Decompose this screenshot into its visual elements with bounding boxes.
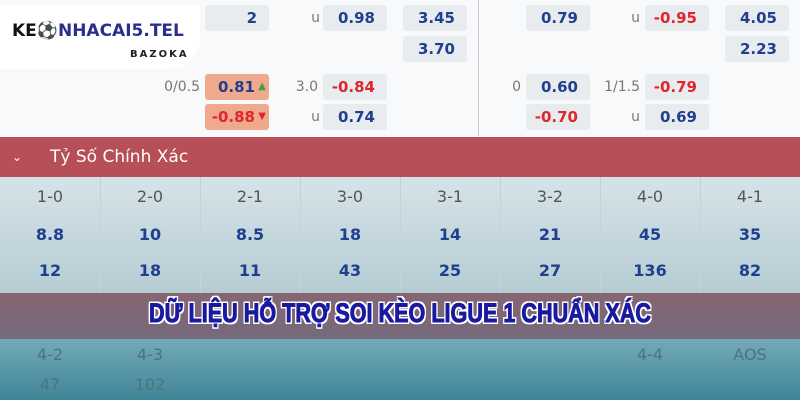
column-divider [700, 177, 701, 293]
odds-cell[interactable]: -0.95 [645, 5, 709, 31]
correct-score-grid-2: 4-2 4-3 4-4 AOS 47 102 [0, 339, 800, 400]
odds-label: u [311, 10, 320, 26]
odds-label: u [311, 109, 320, 125]
score-header: 4-3 [136, 345, 164, 364]
odds-panel: 2 u 0.98 3.45 3.70 0/0.5 0.81 ▲ 3.0 -0.84… [0, 0, 800, 136]
logo-text: KE [12, 21, 37, 41]
odds-cell[interactable]: -0.84 [323, 74, 387, 100]
odds-cell[interactable]: 0.98 [323, 5, 387, 31]
column-divider [200, 177, 201, 293]
score-odds[interactable]: 11 [238, 261, 262, 280]
score-odds[interactable]: 27 [538, 261, 562, 280]
column-divider [500, 177, 501, 293]
section-title: Tỷ Số Chính Xác [50, 147, 189, 167]
handicap-label: 0/0.5 [164, 79, 200, 95]
odds-cell[interactable]: 3.45 [403, 5, 467, 31]
score-header: 3-2 [536, 187, 564, 206]
column-divider [300, 177, 301, 293]
score-header: 2-0 [136, 187, 164, 206]
odds-label: u [631, 109, 640, 125]
score-odds[interactable]: 35 [738, 225, 762, 244]
score-header: 4-0 [636, 187, 664, 206]
score-odds[interactable]: 25 [438, 261, 462, 280]
odds-cell[interactable]: 0.69 [645, 104, 709, 130]
odds-value: 0.81 [217, 78, 255, 96]
score-odds: 47 [39, 375, 61, 394]
score-odds[interactable]: 8.8 [35, 225, 65, 244]
correct-score-grid: 1-0 8.8 12 2-0 10 18 2-1 8.5 11 3-0 18 43 3-1 14 25 3-2… [0, 177, 800, 293]
odds-cell[interactable]: 4.05 [725, 5, 789, 31]
column-divider [600, 177, 601, 293]
logo-text: NHACAI5.TEL [57, 21, 184, 41]
total-label: 1/1.5 [604, 79, 640, 95]
odds-cell[interactable]: 3.70 [403, 36, 467, 62]
score-odds[interactable]: 18 [138, 261, 162, 280]
column-divider [100, 177, 101, 293]
logo-subtext: BAZOKA [130, 49, 189, 60]
score-header: 4-2 [36, 345, 64, 364]
score-odds[interactable]: 82 [738, 261, 762, 280]
section-header[interactable]: ⌄ Tỷ Số Chính Xác [0, 137, 800, 177]
score-header: 1-0 [36, 187, 64, 206]
arrow-up-icon: ▲ [258, 81, 266, 92]
odds-cell[interactable]: -0.79 [645, 74, 709, 100]
score-header: 4-1 [736, 187, 764, 206]
score-header: 3-0 [336, 187, 364, 206]
odds-cell[interactable]: 0.79 [526, 5, 590, 31]
logo: KE⚽NHACAI5.TEL BAZOKA [0, 5, 200, 69]
column-divider [478, 0, 479, 136]
total-label: 3.0 [295, 79, 318, 95]
odds-cell[interactable]: 0.74 [323, 104, 387, 130]
column-divider [400, 177, 401, 293]
score-odds[interactable]: 136 [633, 261, 667, 280]
score-header: 3-1 [436, 187, 464, 206]
score-odds[interactable]: 14 [438, 225, 462, 244]
score-odds[interactable]: 45 [638, 225, 662, 244]
score-odds[interactable]: 21 [538, 225, 562, 244]
odds-cell[interactable]: 2.23 [725, 36, 789, 62]
arrow-down-icon: ▼ [258, 111, 266, 122]
score-odds[interactable]: 18 [338, 225, 362, 244]
odds-cell[interactable]: 2 [205, 5, 269, 31]
odds-label: u [631, 10, 640, 26]
score-header: 4-4 [636, 345, 664, 364]
score-odds[interactable]: 43 [338, 261, 362, 280]
section-band [0, 293, 800, 339]
odds-cell-highlight[interactable]: 0.81 ▲ [205, 74, 269, 100]
odds-value: -0.88 [211, 108, 255, 126]
score-header: AOS [733, 345, 767, 364]
score-odds[interactable]: 8.5 [235, 225, 265, 244]
score-odds[interactable]: 10 [138, 225, 162, 244]
odds-cell[interactable]: 0.60 [526, 74, 590, 100]
chevron-down-icon[interactable]: ⌄ [12, 150, 23, 164]
score-odds[interactable]: 12 [38, 261, 62, 280]
score-header: 2-1 [236, 187, 264, 206]
odds-cell-highlight[interactable]: -0.88 ▼ [205, 104, 269, 130]
handicap-label: 0 [512, 79, 521, 95]
score-odds: 102 [134, 375, 166, 394]
odds-cell[interactable]: -0.70 [526, 104, 590, 130]
banner-title: DỮ LIỆU HỖ TRỢ SOI KÈO LIGUE 1 CHUẨN XÁC [149, 298, 652, 329]
